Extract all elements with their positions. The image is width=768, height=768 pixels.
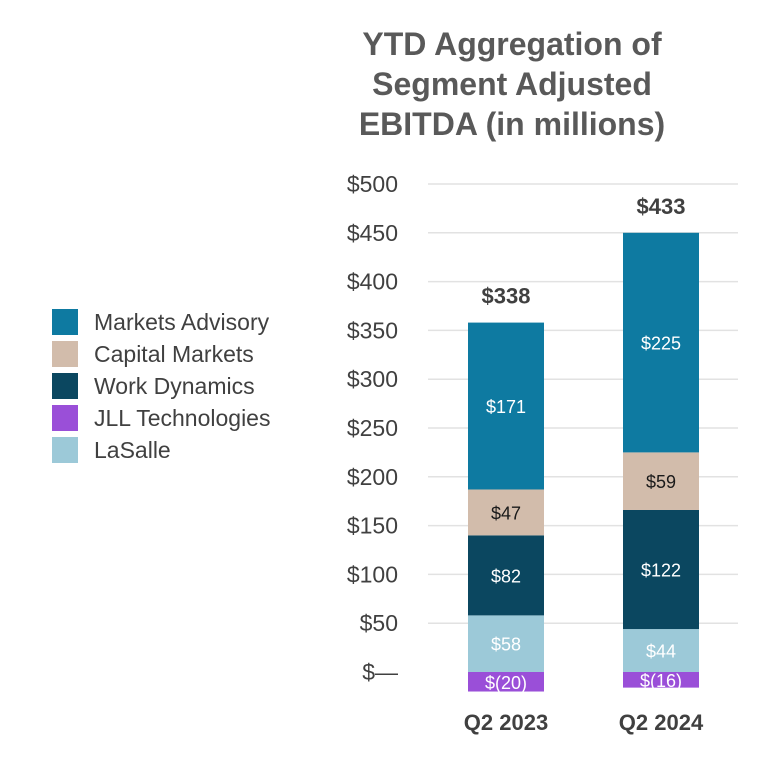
data-label-markets-advisory: $225 xyxy=(641,334,681,354)
y-tick-label: $350 xyxy=(347,317,398,343)
legend-item-markets-advisory: Markets Advisory xyxy=(52,306,270,338)
data-label-jll-technologies: $(16) xyxy=(640,671,682,691)
chart-title: YTD Aggregation of Segment Adjusted EBIT… xyxy=(300,24,724,144)
bar-segment-lasalle xyxy=(623,629,699,672)
bar-segment-work-dynamics xyxy=(623,509,699,630)
chart-title-line-2: Segment Adjusted xyxy=(372,66,652,102)
legend-item-work-dynamics: Work Dynamics xyxy=(52,370,270,402)
y-tick-label: $200 xyxy=(347,464,398,490)
total-label: $433 xyxy=(637,194,686,219)
bar-segment-capital-markets xyxy=(623,452,699,510)
data-label-work-dynamics: $82 xyxy=(491,566,521,586)
bar-segment-capital-markets xyxy=(468,489,544,536)
bar-segment-lasalle xyxy=(468,615,544,672)
legend: Markets Advisory Capital Markets Work Dyna… xyxy=(52,306,270,466)
total-label: $338 xyxy=(482,284,531,309)
y-tick-label: $100 xyxy=(347,561,398,587)
data-label-lasalle: $44 xyxy=(646,642,676,662)
legend-swatch xyxy=(52,373,78,399)
y-tick-label: $50 xyxy=(360,610,398,636)
y-tick-label: $500 xyxy=(347,171,398,197)
data-label-jll-technologies: $(20) xyxy=(485,673,527,693)
data-label-lasalle: $58 xyxy=(491,635,521,655)
bar-segment-markets-advisory xyxy=(468,322,544,490)
legend-item-capital-markets: Capital Markets xyxy=(52,338,270,370)
chart-title-line-1: YTD Aggregation of xyxy=(362,26,662,62)
data-label-capital-markets: $47 xyxy=(491,503,521,523)
bar-segment-jll-technologies xyxy=(623,672,699,688)
bar-segment-jll-technologies xyxy=(468,672,544,692)
data-label-capital-markets: $59 xyxy=(646,472,676,492)
y-tick-label: $250 xyxy=(347,415,398,441)
legend-swatch xyxy=(52,437,78,463)
legend-label: LaSalle xyxy=(94,436,171,463)
bar-segment-work-dynamics xyxy=(468,535,544,616)
legend-label: Markets Advisory xyxy=(94,308,270,335)
data-label-markets-advisory: $171 xyxy=(486,397,526,417)
y-tick-label: $150 xyxy=(347,513,398,539)
y-tick-label: $300 xyxy=(347,366,398,392)
data-label-work-dynamics: $122 xyxy=(641,561,681,581)
legend-swatch xyxy=(52,309,78,335)
x-category-label: Q2 2023 xyxy=(464,710,548,735)
y-tick-label: $— xyxy=(362,659,398,685)
legend-label: JLL Technologies xyxy=(94,404,271,431)
legend-swatch xyxy=(52,405,78,431)
legend-label: Capital Markets xyxy=(94,340,254,367)
legend-item-jll-technologies: JLL Technologies xyxy=(52,402,270,434)
x-category-label: Q2 2024 xyxy=(619,710,704,735)
bar-segment-markets-advisory xyxy=(623,232,699,453)
y-tick-label: $400 xyxy=(347,269,398,295)
chart-title-line-3: EBITDA (in millions) xyxy=(358,106,666,142)
legend-item-lasalle: LaSalle xyxy=(52,434,270,466)
legend-swatch xyxy=(52,341,78,367)
y-tick-label: $450 xyxy=(347,220,398,246)
legend-label: Work Dynamics xyxy=(94,372,255,399)
